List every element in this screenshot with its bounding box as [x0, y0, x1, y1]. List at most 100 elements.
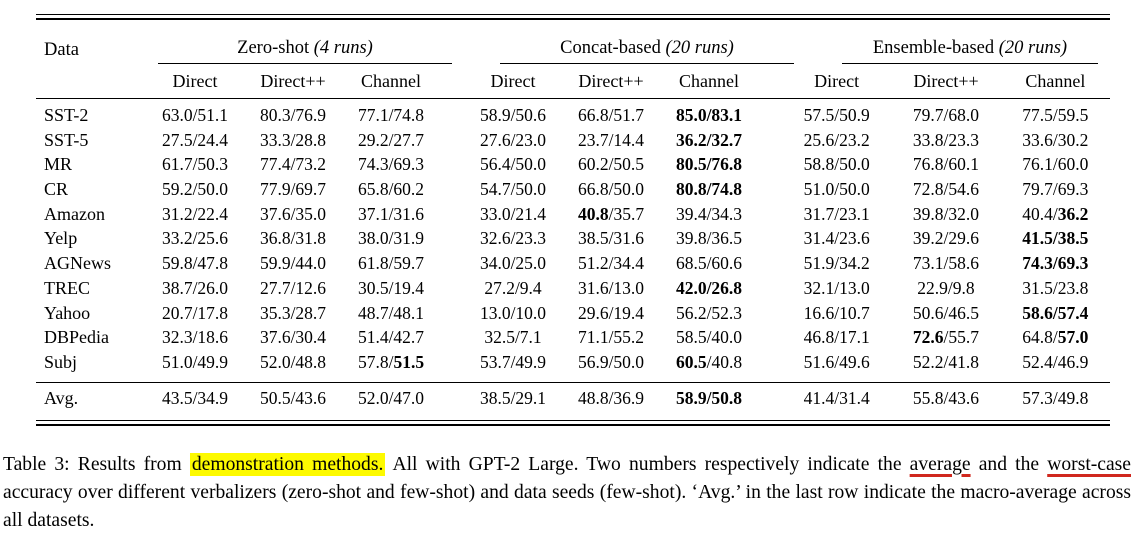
- table-cell: 31.2/22.4: [161, 203, 229, 224]
- table-cell: 31.7/23.1: [803, 203, 870, 224]
- table-cell: 51.4/42.7: [357, 327, 425, 348]
- table-row: CR 59.2/50.0 77.9/69.7 65.8/60.2 54.7/50.0 66…: [36, 179, 1110, 204]
- table-cell: 13.0/10.0: [479, 302, 547, 323]
- table-cell: 50.6/46.5: [912, 302, 980, 323]
- table-cell: 50.5/43.6: [259, 387, 327, 408]
- table-cell: 79.7/68.0: [912, 105, 980, 125]
- table-cell: 27.7/12.6: [259, 277, 327, 298]
- table-cell: 80.8/74.8: [675, 179, 743, 200]
- table-cell: 58.5/40.0: [675, 327, 743, 348]
- table-cell: 33.8/23.3: [912, 129, 980, 150]
- table-cell: 68.5/60.6: [675, 253, 743, 274]
- red-underline-annotation: average: [909, 453, 971, 475]
- column-header-direct-pp: Direct++: [913, 70, 979, 91]
- table-cell: 76.8/60.1: [912, 154, 980, 175]
- column-header-direct: Direct: [490, 70, 536, 91]
- table-cell: 30.5/19.4: [357, 277, 425, 298]
- row-label: SST-5: [44, 129, 89, 150]
- table-cell: 57.8/51.5: [357, 351, 425, 372]
- caption-text: and the: [970, 453, 1048, 475]
- row-label: SST-2: [44, 105, 89, 125]
- table-cell: 61.7/50.3: [161, 154, 229, 175]
- column-header-channel: Channel: [361, 70, 421, 91]
- table-cell: 16.6/10.7: [803, 302, 870, 323]
- table-cell: 29.6/19.4: [577, 302, 645, 323]
- table-row: Avg. 43.5/34.9 50.5/43.6 52.0/47.0 38.5/29.1…: [36, 388, 1110, 414]
- header-body-rule: [36, 98, 1110, 99]
- table-row: Yelp 33.2/25.6 36.8/31.8 38.0/31.9 32.6/23.3…: [36, 228, 1110, 253]
- table-cell: 37.1/31.6: [357, 203, 425, 224]
- table-cell: 58.9/50.6: [479, 105, 547, 125]
- table-cell: 60.5/40.8: [675, 351, 743, 372]
- table-cell: 36.8/31.8: [259, 228, 327, 249]
- table-cell: 77.1/74.8: [357, 105, 425, 125]
- row-label: TREC: [44, 277, 91, 298]
- table-cell: 31.6/13.0: [577, 277, 645, 298]
- table-cell: 71.1/55.2: [577, 327, 645, 348]
- table-cell: 35.3/28.7: [259, 302, 327, 323]
- table-cell: 48.8/36.9: [577, 387, 645, 408]
- table-cell: 73.1/58.6: [912, 253, 980, 274]
- table-cell: 41.4/31.4: [803, 387, 870, 408]
- table-cell: 42.0/26.8: [675, 277, 743, 298]
- table-avg-section: Avg. 43.5/34.9 50.5/43.6 52.0/47.0 38.5/29.1…: [36, 383, 1110, 420]
- results-table: Data Zero-shot (4 runs) Concat-based (20…: [36, 14, 1110, 426]
- column-header-channel: Channel: [679, 70, 739, 91]
- table-header: Data Zero-shot (4 runs) Concat-based (20…: [36, 20, 1110, 98]
- row-label: Avg.: [44, 387, 79, 408]
- table-cell: 33.2/25.6: [161, 228, 229, 249]
- table-row: Yahoo 20.7/17.8 35.3/28.7 48.7/48.1 13.0/10.…: [36, 303, 1110, 328]
- table-cell: 37.6/30.4: [259, 327, 327, 348]
- table-cell: 77.5/59.5: [1022, 105, 1089, 125]
- row-label: MR: [44, 154, 73, 175]
- table-cell: 52.0/48.8: [259, 351, 327, 372]
- table-cell: 33.3/28.8: [259, 129, 327, 150]
- table-cell: 59.2/50.0: [161, 179, 229, 200]
- table-cell: 74.3/69.3: [357, 154, 425, 175]
- group-runs-label: (4 runs): [313, 38, 373, 58]
- table-body: SST-2 63.0/51.1 80.3/76.9 77.1/74.8 58.9/50.…: [36, 99, 1110, 382]
- column-header-direct-pp: Direct++: [578, 70, 644, 91]
- table-cell: 60.2/50.5: [577, 154, 645, 175]
- table-cell: 32.6/23.3: [479, 228, 547, 249]
- table-cell: 40.8/35.7: [577, 203, 645, 224]
- table-cell: 72.8/54.6: [912, 179, 980, 200]
- header-spacer: [464, 20, 488, 64]
- table-cell: 32.5/7.1: [484, 327, 542, 348]
- table-cell: 39.4/34.3: [675, 203, 743, 224]
- table-cell: 77.4/73.2: [259, 154, 327, 175]
- table-cell: 72.6/55.7: [912, 327, 980, 348]
- row-label: Subj: [44, 351, 78, 372]
- table-cell: 63.0/51.1: [161, 105, 229, 125]
- column-header-data: Data: [44, 40, 79, 60]
- group-runs-label: (20 runs): [665, 38, 734, 58]
- table-cell: 57.3/49.8: [1022, 387, 1089, 408]
- table-cell: 76.1/60.0: [1022, 154, 1089, 175]
- table-cell: 80.5/76.8: [675, 154, 743, 175]
- table-cell: 56.9/50.0: [577, 351, 645, 372]
- table-cell: 77.9/69.7: [259, 179, 327, 200]
- group-runs-label: (20 runs): [998, 38, 1068, 58]
- red-underline-annotation: worst-case: [1047, 453, 1131, 475]
- caption-text: accuracy over different verbalizers (zer…: [3, 481, 1131, 532]
- table-cell: 33.0/21.4: [479, 203, 547, 224]
- group-header-ensemble-based: Ensemble-based (20 runs): [830, 20, 1110, 64]
- table-row: MR 61.7/50.3 77.4/73.2 74.3/69.3 56.4/50.0 60…: [36, 154, 1110, 179]
- table-cell: 39.8/32.0: [912, 203, 980, 224]
- group-label: Ensemble-based: [872, 38, 999, 58]
- table-cell: 85.0/83.1: [675, 105, 743, 125]
- table-cell: 59.9/44.0: [259, 253, 327, 274]
- table-cell: 57.5/50.9: [803, 105, 870, 125]
- column-header-direct: Direct: [814, 70, 860, 91]
- row-label: CR: [44, 179, 69, 200]
- table-cell: 51.9/34.2: [803, 253, 870, 274]
- table-cell: 51.0/50.0: [803, 179, 870, 200]
- table-cell: 29.2/27.7: [357, 129, 425, 150]
- table-cell: 27.5/24.4: [161, 129, 229, 150]
- table-cell: 37.6/35.0: [259, 203, 327, 224]
- header-spacer: [806, 20, 830, 64]
- row-label: AGNews: [44, 253, 111, 274]
- table-cell: 56.4/50.0: [479, 154, 547, 175]
- table-cell: 55.8/43.6: [912, 387, 980, 408]
